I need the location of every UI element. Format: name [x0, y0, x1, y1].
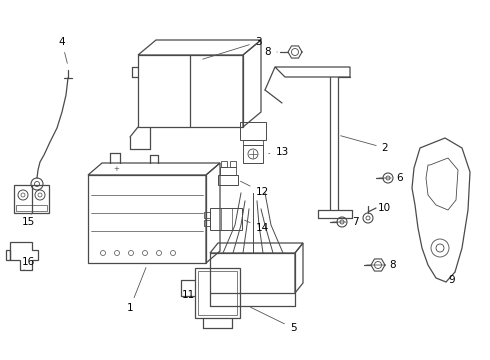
Text: +: +	[113, 166, 119, 172]
Text: 9: 9	[449, 272, 455, 285]
Bar	[16, 205, 47, 211]
Text: 11: 11	[181, 290, 195, 300]
Text: 8: 8	[265, 47, 277, 57]
Bar	[14, 185, 49, 213]
Bar	[210, 253, 295, 293]
Text: 14: 14	[245, 220, 269, 233]
Bar	[204, 220, 210, 226]
Bar	[88, 175, 206, 263]
Bar	[195, 268, 240, 318]
Bar	[204, 212, 210, 218]
Text: 2: 2	[341, 136, 388, 153]
Bar	[243, 145, 263, 163]
Text: 15: 15	[22, 213, 35, 227]
Bar	[138, 55, 243, 127]
Bar	[243, 140, 263, 145]
Text: 1: 1	[127, 267, 146, 313]
Text: 10: 10	[378, 203, 391, 213]
Text: 4: 4	[59, 37, 67, 63]
Bar	[198, 271, 237, 315]
Text: 5: 5	[250, 307, 296, 333]
Bar	[210, 208, 242, 230]
Bar	[221, 161, 227, 167]
Bar	[218, 175, 238, 185]
Text: 13: 13	[269, 147, 289, 157]
Bar	[230, 161, 236, 167]
Text: 12: 12	[241, 181, 269, 197]
Bar	[220, 167, 236, 175]
Bar	[240, 122, 266, 140]
Text: 3: 3	[203, 37, 261, 59]
Text: 6: 6	[379, 173, 403, 183]
Text: 7: 7	[333, 217, 358, 227]
Text: 8: 8	[367, 260, 396, 270]
Text: 16: 16	[22, 257, 35, 270]
